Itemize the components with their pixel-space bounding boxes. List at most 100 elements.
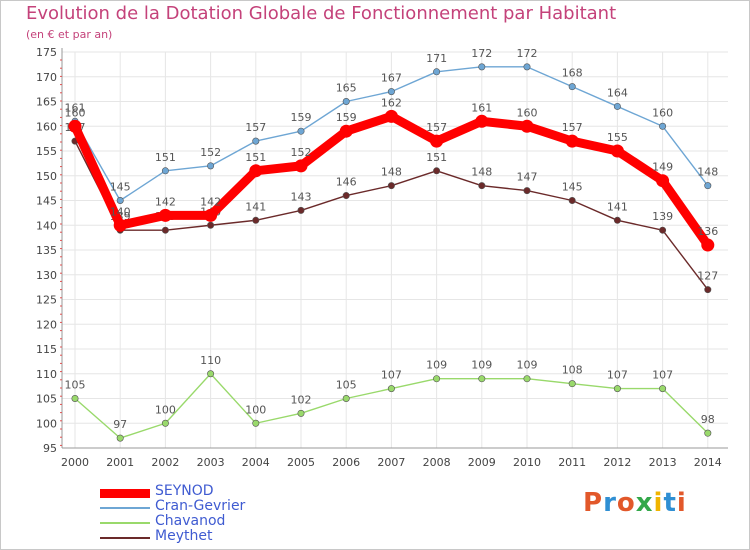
data-label: 151 [426, 151, 447, 164]
data-point [659, 385, 667, 393]
data-label: 143 [291, 190, 312, 203]
x-tick-label: 2000 [61, 456, 89, 469]
data-label: 157 [426, 121, 447, 134]
data-point [613, 102, 621, 110]
data-point [207, 221, 215, 229]
data-label: 142 [155, 195, 176, 208]
y-tick-label: 110 [36, 368, 57, 381]
data-point [478, 375, 486, 383]
y-tick-label: 165 [36, 96, 57, 109]
legend-swatch [100, 507, 150, 509]
data-label: 97 [113, 418, 127, 431]
data-label: 110 [200, 354, 221, 367]
data-point [252, 216, 260, 224]
logo-letter: i [653, 488, 664, 518]
data-label: 160 [652, 106, 673, 119]
data-point [568, 380, 576, 388]
legend-label: Cran-Gevrier [155, 498, 246, 514]
data-point [161, 419, 169, 427]
data-label: 151 [245, 151, 266, 164]
x-tick-label: 2009 [468, 456, 496, 469]
data-label: 107 [607, 369, 628, 382]
data-point [384, 109, 398, 123]
x-tick-label: 2001 [106, 456, 134, 469]
data-point [158, 208, 172, 222]
data-label: 148 [697, 166, 718, 179]
data-label: 157 [562, 121, 583, 134]
data-point [475, 114, 489, 128]
data-point [613, 385, 621, 393]
y-tick-label: 130 [36, 269, 57, 282]
y-tick-label: 105 [36, 393, 57, 406]
data-label: 105 [336, 379, 357, 392]
data-point [613, 216, 621, 224]
data-label: 159 [291, 111, 312, 124]
data-point [565, 134, 579, 148]
data-label: 149 [652, 161, 673, 174]
data-label: 141 [607, 200, 628, 213]
data-point [294, 159, 308, 173]
data-label: 100 [155, 403, 176, 416]
data-point [297, 127, 305, 135]
chart-subtitle: (en € et par an) [26, 28, 113, 41]
data-label: 109 [426, 359, 447, 372]
x-tick-label: 2010 [513, 456, 541, 469]
data-label: 105 [65, 379, 86, 392]
logo-letter: t [663, 488, 677, 518]
data-label: 146 [336, 176, 357, 189]
data-label: 162 [381, 96, 402, 109]
data-point [161, 167, 169, 175]
logo-letter: x [635, 488, 654, 518]
data-point [523, 63, 531, 71]
data-point [387, 385, 395, 393]
data-point [204, 208, 218, 222]
data-label: 148 [471, 166, 492, 179]
y-tick-label: 100 [36, 417, 57, 430]
x-tick-label: 2014 [694, 456, 722, 469]
chart-title: Evolution de la Dotation Globale de Fonc… [26, 3, 617, 24]
data-label: 127 [697, 270, 718, 283]
data-point [523, 375, 531, 383]
data-point [297, 206, 305, 214]
data-label: 107 [652, 369, 673, 382]
data-point [116, 434, 124, 442]
x-tick-label: 2007 [377, 456, 405, 469]
data-label: 152 [291, 146, 312, 159]
data-point [659, 122, 667, 130]
legend-label: Meythet [155, 528, 213, 544]
data-label: 172 [471, 47, 492, 60]
data-point [568, 197, 576, 205]
data-label: 145 [110, 181, 131, 194]
data-label: 102 [291, 393, 312, 406]
data-point [704, 182, 712, 190]
logo-letter: P [583, 488, 604, 518]
y-tick-label: 160 [36, 120, 57, 133]
data-label: 155 [607, 131, 628, 144]
x-tick-label: 2002 [151, 456, 179, 469]
data-point [523, 187, 531, 195]
y-tick-label: 175 [36, 46, 57, 59]
data-label: 100 [245, 403, 266, 416]
data-point [704, 429, 712, 437]
y-tick-label: 125 [36, 294, 57, 307]
data-point [68, 119, 82, 133]
data-label: 107 [381, 369, 402, 382]
data-label: 157 [245, 121, 266, 134]
data-label: 171 [426, 52, 447, 65]
data-point [520, 119, 534, 133]
data-label: 159 [336, 111, 357, 124]
legend-label: SEYNOD [155, 483, 214, 499]
data-label: 161 [65, 101, 86, 114]
y-tick-label: 140 [36, 219, 57, 232]
data-label: 152 [200, 146, 221, 159]
data-label: 164 [607, 86, 628, 99]
data-label: 160 [65, 106, 86, 119]
data-label: 136 [697, 225, 718, 238]
data-label: 168 [562, 67, 583, 80]
x-tick-label: 2003 [197, 456, 225, 469]
x-tick-label: 2006 [332, 456, 360, 469]
data-point [207, 162, 215, 170]
y-tick-label: 155 [36, 145, 57, 158]
data-point [342, 394, 350, 402]
